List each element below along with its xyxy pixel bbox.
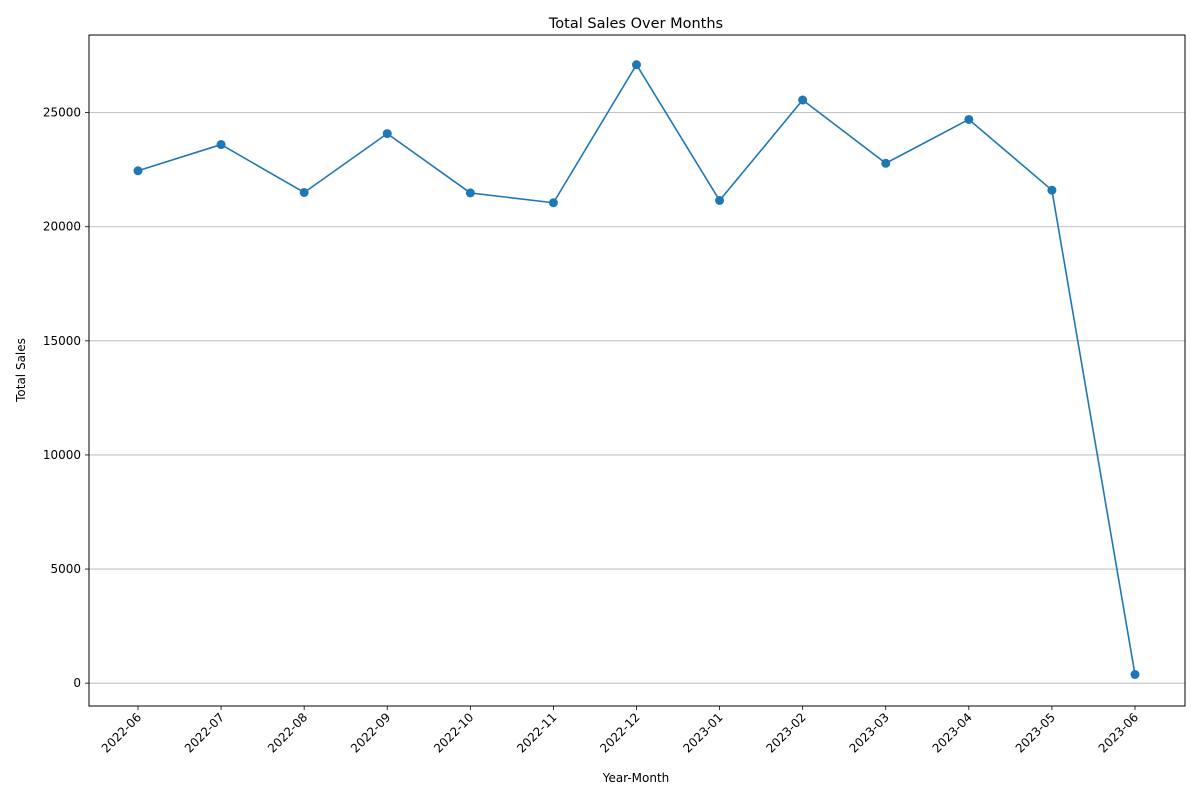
gridlines	[89, 112, 1185, 684]
data-point	[133, 166, 143, 176]
data-point	[216, 140, 226, 150]
data-point	[1130, 670, 1140, 680]
y-tick-label: 10000	[43, 448, 81, 462]
data-point	[632, 60, 641, 70]
data-point	[465, 188, 475, 198]
y-axis-title: Total Sales	[14, 338, 28, 403]
data-point	[382, 129, 392, 139]
series-layer	[133, 60, 1140, 680]
data-point	[881, 158, 891, 168]
data-point	[1047, 185, 1057, 195]
data-point	[964, 114, 974, 124]
data-point	[299, 187, 309, 197]
chart-title: Total Sales Over Months	[548, 16, 723, 32]
y-tick-label: 25000	[43, 106, 81, 120]
plot-frame	[88, 34, 1186, 707]
y-tick-label: 0	[73, 676, 81, 690]
x-axis-title: Year-Month	[602, 771, 670, 785]
y-axis-ticks: 0 5000 10000 15000 20000 25000	[43, 106, 89, 690]
y-tick-label: 15000	[43, 334, 81, 348]
y-tick-label: 20000	[43, 220, 81, 234]
data-point	[798, 95, 808, 105]
data-point	[548, 198, 558, 208]
y-tick-label: 5000	[50, 562, 81, 576]
data-point	[715, 195, 725, 205]
